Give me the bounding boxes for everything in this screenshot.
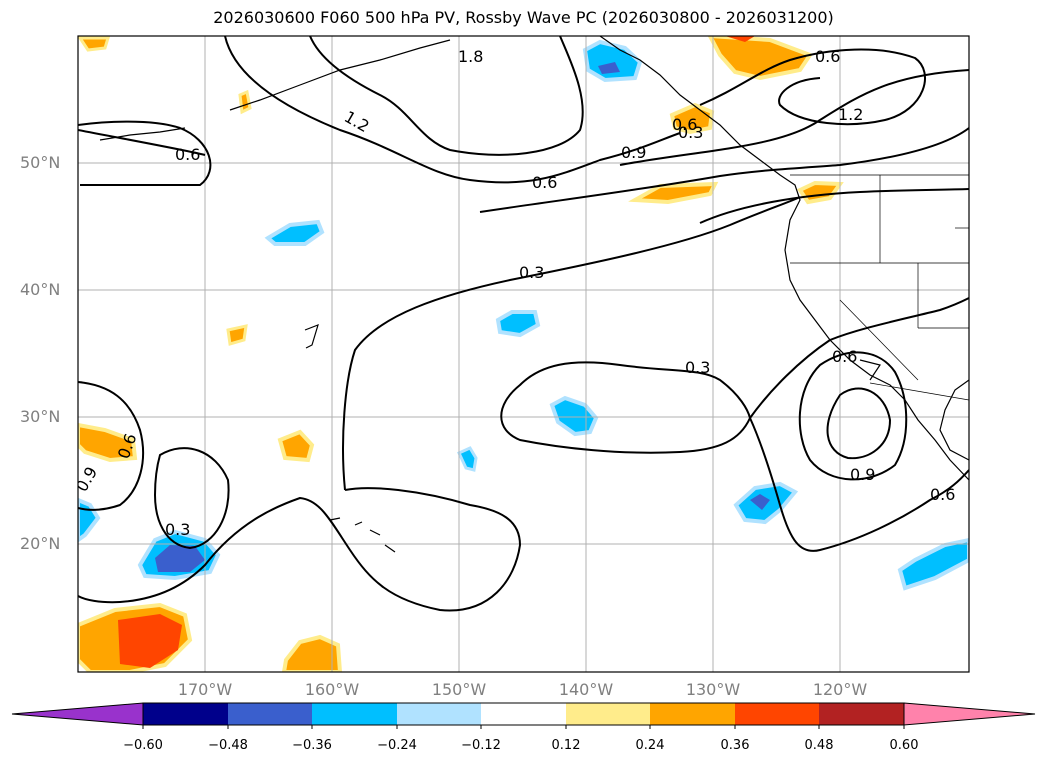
- contour-label: 1.8: [458, 47, 483, 66]
- lon-label-120w: 120°W: [812, 680, 868, 699]
- contour-label: 0.9: [621, 143, 646, 162]
- colorbar-tick-label: −0.48: [208, 738, 248, 753]
- map-frame: [77, 35, 970, 673]
- colorbar-tick-label: 0.36: [720, 738, 750, 753]
- contour-label: 0.9: [72, 463, 101, 495]
- contour-label: 0.6: [832, 347, 857, 366]
- colorbar-extend-left: [11, 702, 144, 726]
- contour-label: 0.6: [672, 115, 697, 134]
- lon-label-140w: 140°W: [558, 680, 614, 699]
- contour-label: 0.6: [815, 47, 840, 66]
- contour-label: 1.2: [838, 105, 863, 124]
- lat-label-30n: 30°N: [20, 407, 61, 426]
- contour-label: 0.3: [678, 123, 703, 142]
- contour-labels: 1.8 0.6 1.2 0.6 0.9 0.6 0.6 1.2 0.3 0.3 …: [72, 47, 955, 539]
- contour-label: 0.3: [165, 520, 190, 539]
- colorbar-tick-label: 0.48: [804, 738, 834, 753]
- colorbar-tick-label: −0.36: [292, 738, 332, 753]
- lon-label-150w: 150°W: [431, 680, 487, 699]
- colorbar-tick-label: −0.12: [461, 738, 501, 753]
- colorbar-frame: [142, 702, 905, 726]
- colorbar-tick-label: −0.24: [377, 738, 417, 753]
- contour-label: 0.3: [685, 358, 710, 377]
- contour-label: 0.9: [850, 465, 875, 484]
- colorbar-segment: [228, 703, 312, 725]
- colorbar-segment: [481, 703, 566, 725]
- contour-label: 0.6: [175, 145, 200, 164]
- lat-label-20n: 20°N: [20, 534, 61, 553]
- lon-label-170w: 170°W: [177, 680, 233, 699]
- state-borders: [790, 174, 969, 401]
- graticule: [78, 36, 969, 672]
- colorbar-segment: [143, 703, 228, 725]
- colorbar-tick-label: −0.60: [123, 738, 163, 753]
- colorbar-segment: [735, 703, 819, 725]
- colorbar-ticks: [142, 725, 905, 729]
- chart-title: 2026030600 F060 500 hPa PV, Rossby Wave …: [213, 8, 834, 27]
- colorbar-tick-label: 0.12: [551, 738, 581, 753]
- contour-label: 0.3: [519, 263, 544, 282]
- colorbar-tick-label: 0.24: [635, 738, 665, 753]
- contour-label: 0.6: [532, 173, 557, 192]
- colorbar-segment: [650, 703, 735, 725]
- pv-anomaly-fills: [78, 36, 969, 672]
- pv-contours: [78, 36, 969, 612]
- contour-label: 0.6: [930, 485, 955, 504]
- map-area: 1.8 0.6 1.2 0.6 0.9 0.6 0.6 1.2 0.3 0.3 …: [72, 36, 969, 672]
- colorbar-segment: [819, 703, 904, 725]
- lon-label-130w: 130°W: [685, 680, 741, 699]
- lon-label-160w: 160°W: [304, 680, 360, 699]
- colorbar-segment: [397, 703, 481, 725]
- colorbar-segment: [566, 703, 650, 725]
- lat-label-50n: 50°N: [20, 153, 61, 172]
- colorbar-segment: [312, 703, 397, 725]
- colorbar-tick-label: 0.60: [889, 738, 919, 753]
- lat-label-40n: 40°N: [20, 280, 61, 299]
- colorbar-extend-right: [903, 702, 1036, 726]
- colorbar: [11, 702, 1036, 729]
